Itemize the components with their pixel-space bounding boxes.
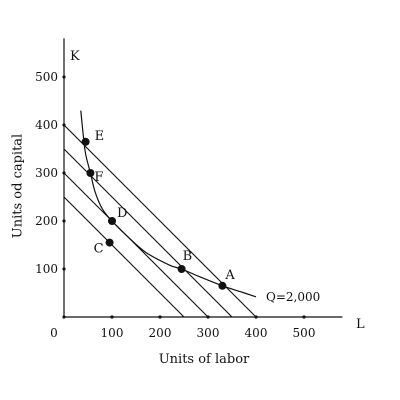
- point-d: [108, 217, 116, 225]
- x-axis-title: Units of labor: [159, 352, 250, 367]
- y-axis-title: Units od capital: [11, 134, 26, 238]
- x-tick-label: 200: [149, 326, 172, 340]
- x-tick-label: 100: [101, 326, 124, 340]
- isoquant-curve: [80, 110, 257, 298]
- y-ticks: 100 200 300 400 500: [35, 70, 66, 276]
- point-e: [81, 137, 90, 146]
- point-a: [218, 281, 227, 290]
- point-b: [177, 265, 186, 273]
- x-axis-symbol: L: [356, 317, 365, 332]
- isoquant-label: Q=2,000: [266, 290, 320, 304]
- x-tick-mark: [254, 315, 258, 319]
- x-tick-label: 400: [245, 326, 268, 340]
- y-tick-label: 400: [35, 118, 58, 132]
- point-label-b: B: [183, 249, 193, 264]
- x-tick-label: 300: [197, 326, 220, 340]
- x-tick-mark: [158, 315, 162, 319]
- y-tick-label: 500: [35, 70, 58, 84]
- y-tick-label: 200: [35, 214, 58, 228]
- points: A B C D E F: [81, 129, 235, 290]
- isocost-lines: [63, 124, 257, 318]
- point-f: [86, 169, 95, 177]
- point-c: [105, 238, 114, 247]
- y-tick-mark: [62, 75, 66, 79]
- x-tick-label: 0: [50, 326, 58, 340]
- x-tick-label: 500: [293, 326, 316, 340]
- isocost-line: [63, 124, 257, 318]
- y-tick-label: 100: [35, 262, 58, 276]
- point-label-a: A: [224, 268, 235, 283]
- point-label-c: C: [94, 242, 104, 257]
- x-tick-mark: [110, 315, 114, 319]
- y-tick-mark: [62, 123, 66, 127]
- isocost-line: [63, 196, 185, 318]
- point-label-f: F: [94, 170, 103, 185]
- y-axis-symbol: K: [70, 49, 80, 64]
- x-tick-mark: [206, 315, 210, 319]
- y-tick-label: 300: [35, 166, 58, 180]
- x-tick-mark: [62, 315, 66, 319]
- point-label-e: E: [95, 129, 105, 144]
- y-tick-mark: [62, 219, 66, 223]
- x-ticks: 0 100 200 300 400 500: [50, 315, 315, 340]
- isocost-line: [63, 148, 233, 318]
- point-label-d: D: [117, 206, 127, 221]
- isoquant-curve-group: [80, 110, 257, 298]
- y-tick-mark: [62, 267, 66, 271]
- x-tick-mark: [302, 315, 306, 319]
- y-tick-mark: [62, 171, 66, 175]
